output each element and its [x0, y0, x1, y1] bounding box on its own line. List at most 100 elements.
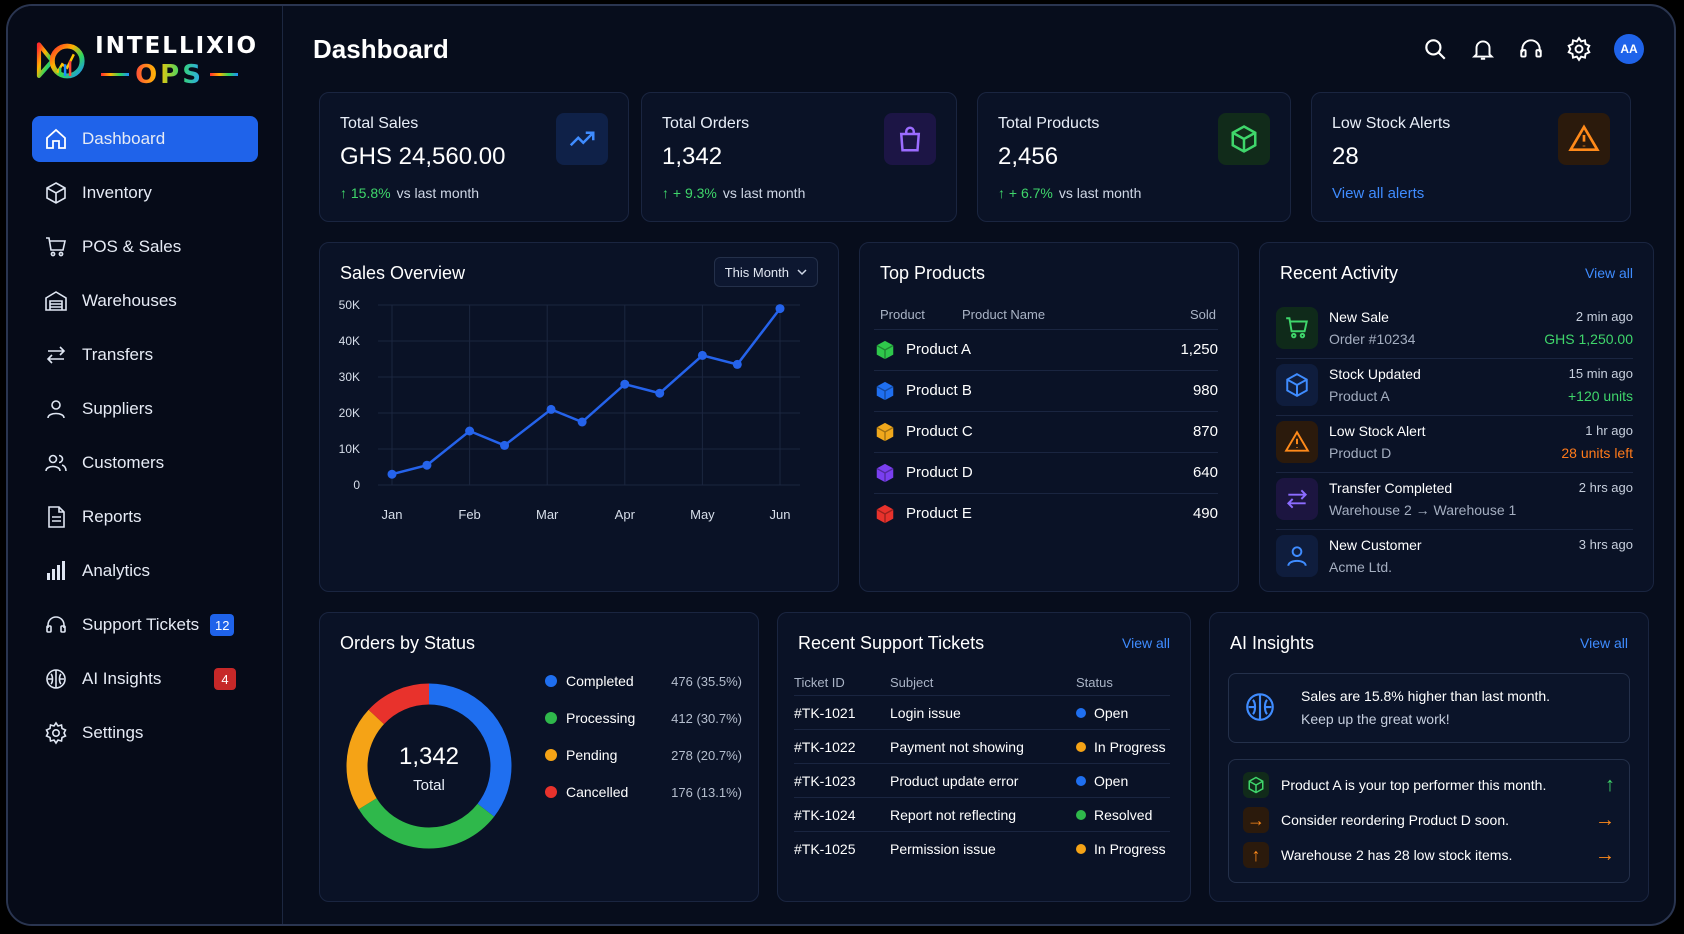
activity-item[interactable]: Low Stock Alert Product D 1 hr ago 28 un… [1276, 415, 1633, 473]
chevron-down-icon [797, 269, 807, 276]
brain-icon [1246, 693, 1274, 721]
warehouse-icon [45, 291, 67, 311]
top-products-title: Top Products [880, 263, 986, 283]
warning-icon [1276, 421, 1318, 463]
data-point[interactable] [732, 359, 742, 369]
data-point[interactable] [422, 460, 432, 470]
table-row[interactable]: Product E 490 [874, 493, 1218, 533]
insight-item[interactable]: ↑ Warehouse 2 has 28 low stock items. → [1243, 840, 1615, 870]
brain-icon [46, 669, 66, 689]
activity-time: 1 hr ago [1585, 423, 1633, 438]
sidebar-item-ai-insights[interactable]: AI Insights 4 [32, 656, 258, 702]
data-point[interactable] [697, 350, 707, 360]
gear-icon [45, 721, 67, 745]
donut-segment[interactable] [346, 683, 512, 849]
avatar[interactable]: AA [1614, 34, 1644, 64]
table-row[interactable]: #TK-1023 Product update error Open [794, 763, 1170, 797]
stat-trend: + 9.3% [672, 185, 717, 201]
status-dot [1076, 775, 1086, 786]
main-content: Dashboard AA Total Sales GHS 24,560.00 ↑… [283, 6, 1674, 924]
app-window: INTELLIXIO OPS Dashboard Inventory POS &… [6, 4, 1676, 926]
stat-card-low-stock[interactable]: Low Stock Alerts 28 View all alerts [1311, 92, 1631, 222]
table-row[interactable]: #TK-1024 Report not reflecting Resolved [794, 797, 1170, 831]
sidebar-item-customers[interactable]: Customers [32, 440, 258, 486]
sidebar-item-label: Dashboard [82, 129, 166, 148]
ai-insights-view-all[interactable]: View all [1580, 635, 1628, 651]
data-point[interactable] [620, 379, 630, 389]
sidebar-item-dashboard[interactable]: Dashboard [32, 116, 258, 162]
search-icon[interactable] [1422, 36, 1448, 62]
activity-item[interactable]: New Customer Acme Ltd. 3 hrs ago [1276, 529, 1633, 587]
cube-icon [1276, 364, 1318, 406]
insight-item[interactable]: → Consider reordering Product D soon. → [1243, 805, 1615, 835]
insight-arrow[interactable]: ↑ [1605, 773, 1615, 796]
headset-icon[interactable] [1518, 36, 1544, 62]
activity-item[interactable]: Stock Updated Product A 15 min ago +120 … [1276, 358, 1633, 416]
stat-trend-suffix: vs last month [722, 185, 806, 201]
ticket-id: #TK-1025 [794, 840, 856, 857]
table-row[interactable]: #TK-1021 Login issue Open [794, 695, 1170, 729]
ticket-id: #TK-1022 [794, 738, 856, 755]
table-row[interactable]: Product D 640 [874, 452, 1218, 492]
sidebar-item-inventory[interactable]: Inventory [32, 170, 258, 216]
product-name: Product A [906, 341, 972, 358]
period-dropdown[interactable]: This Month [713, 257, 818, 287]
status-badge: In Progress [1094, 738, 1166, 755]
orders-donut-chart[interactable] [334, 671, 524, 861]
data-point[interactable] [577, 417, 587, 427]
ai-insights-card: AI Insights View all Sales are 15.8% hig… [1209, 612, 1649, 902]
insight-text: Consider reordering Product D soon. [1281, 812, 1510, 828]
ticket-subject: Report not reflecting [890, 806, 1017, 823]
legend-item: Cancelled 176 (13.1%) [545, 784, 742, 800]
data-point[interactable] [546, 404, 556, 414]
table-row[interactable]: Product C 870 [874, 411, 1218, 451]
view-all-alerts-link[interactable]: View all alerts [1332, 185, 1425, 202]
ticket-id: #TK-1024 [794, 806, 856, 823]
brand-logo[interactable]: INTELLIXIO OPS [32, 6, 258, 116]
data-point[interactable] [775, 304, 785, 314]
ticket-id: #TK-1023 [794, 772, 856, 789]
sidebar-item-label: Customers [82, 453, 165, 472]
table-row[interactable]: #TK-1025 Permission issue In Progress [794, 831, 1170, 865]
sales-overview-card: Sales Overview This Month 0 10K 20K 30K 40K 5… [319, 242, 839, 592]
gear-icon[interactable] [1566, 36, 1592, 62]
sidebar-item-warehouses[interactable]: Warehouses [32, 278, 258, 324]
donut-segment[interactable] [346, 683, 512, 849]
sidebar-item-reports[interactable]: Reports [32, 494, 258, 540]
table-row[interactable]: #TK-1022 Payment not showing In Progress [794, 729, 1170, 763]
stat-card-total-orders[interactable]: Total Orders 1,342 ↑ + 9.3% vs last month [641, 92, 957, 222]
insight-arrow[interactable]: → [1595, 808, 1615, 831]
sidebar-item-suppliers[interactable]: Suppliers [32, 386, 258, 432]
legend-dot [545, 712, 557, 724]
ticket-subject: Product update error [890, 772, 1019, 789]
stat-card-total-sales[interactable]: Total Sales GHS 24,560.00 ↑ 15.8% vs last… [319, 92, 629, 222]
stat-card-total-products[interactable]: Total Products 2,456 ↑ + 6.7% vs last mon… [977, 92, 1291, 222]
bell-icon[interactable] [1470, 36, 1496, 62]
sidebar-item-transfers[interactable]: Transfers [32, 332, 258, 378]
sales-line-chart[interactable]: 0 10K 20K 30K 40K 50K Jan Feb Mar Apr May Jun [320, 293, 840, 583]
sidebar-item-analytics[interactable]: Analytics [32, 548, 258, 594]
y-tick-label: 0 [353, 478, 360, 492]
insight-arrow[interactable]: → [1595, 843, 1615, 866]
activity-item[interactable]: Transfer Completed Warehouse 2 → Warehou… [1276, 472, 1633, 530]
recent-activity-view-all[interactable]: View all [1585, 265, 1633, 281]
data-point[interactable] [655, 388, 665, 398]
y-tick-label: 30K [339, 370, 360, 384]
sidebar-item-support-tickets[interactable]: Support Tickets 12 [32, 602, 258, 648]
stat-value: GHS 24,560.00 [340, 143, 506, 170]
activity-title: Stock Updated [1329, 366, 1421, 382]
data-point[interactable] [465, 426, 475, 436]
data-point[interactable] [387, 469, 397, 479]
sidebar-item-settings[interactable]: Settings [32, 710, 258, 756]
activity-subtitle: Order #10234 [1329, 331, 1416, 347]
activity-item[interactable]: New Sale Order #10234 2 min ago GHS 1,25… [1276, 301, 1633, 359]
table-row[interactable]: Product B 980 [874, 370, 1218, 410]
support-tickets-view-all[interactable]: View all [1122, 635, 1170, 651]
table-row[interactable]: Product A 1,250 [874, 329, 1218, 369]
cube-icon [876, 340, 894, 359]
sidebar-item-pos-sales[interactable]: POS & Sales [32, 224, 258, 270]
col-header-status: Status [1076, 675, 1113, 690]
insight-item[interactable]: Product A is your top performer this mon… [1243, 770, 1615, 800]
donut-segment[interactable] [346, 683, 512, 849]
data-point[interactable] [500, 440, 510, 450]
